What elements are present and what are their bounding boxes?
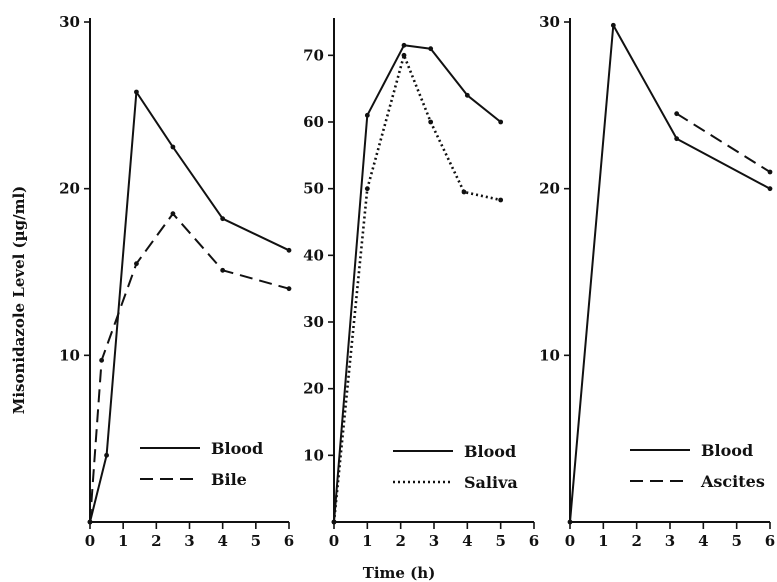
series-line-blood [569,24,771,523]
y-tick-label: 20 [59,180,80,198]
x-tick-label: 2 [395,532,405,550]
y-tick-label: 10 [303,446,324,464]
x-tick-label: 5 [731,532,741,550]
legend-label-blood: Blood [211,439,263,458]
legend-label-blood: Blood [464,442,516,461]
data-point-bile [220,267,226,273]
x-tick-label: 1 [598,532,608,550]
data-point-blood [104,452,109,458]
x-tick-label: 1 [118,532,128,550]
legend-label-ascites: Ascites [700,472,765,491]
data-point-bile [286,286,292,292]
data-point-blood [767,186,773,192]
data-point-blood [498,119,504,125]
data-point-blood [401,42,407,48]
series-line-blood [333,44,502,523]
y-tick-label: 20 [303,380,324,398]
data-point-blood [610,22,616,28]
data-point-saliva [428,119,434,125]
x-tick-label: 5 [251,532,261,550]
x-tick-label: 4 [698,532,708,550]
x-tick-label: 5 [495,532,505,550]
x-tick-label: 4 [462,532,472,550]
data-point-saliva [401,52,407,58]
x-tick-label: 6 [284,532,294,550]
x-tick-label: 6 [529,532,539,550]
y-tick-label: 10 [539,346,560,364]
legend-label-blood: Blood [701,441,753,460]
data-point-blood [134,89,139,95]
data-point-bile [99,357,105,363]
x-tick-label: 4 [217,532,227,550]
x-tick-label: 2 [151,532,161,550]
data-point-blood [286,247,292,253]
series-line-ascites [676,112,771,173]
panel-1: 0 1 2 3 4 5 6 10 20 30 Blood Bile [59,13,294,550]
y-tick-label: 30 [303,313,324,331]
data-point-ascites [767,169,773,175]
x-tick-label: 3 [184,532,194,550]
data-point-saliva [331,519,337,525]
data-point-bile [170,211,176,217]
y-tick-label: 10 [59,346,80,364]
panel-3: 0 1 2 3 4 5 6 10 20 30 Blood Ascites [539,13,775,550]
data-point-blood [170,144,176,150]
data-point-blood [674,136,680,142]
x-tick-label: 0 [85,532,95,550]
x-tick-label: 2 [631,532,641,550]
data-point-blood [567,519,573,525]
x-tick-label: 3 [429,532,439,550]
x-tick-label: 6 [765,532,775,550]
y-tick-label: 70 [303,46,324,64]
legend-label-bile: Bile [211,470,247,489]
y-tick-label: 60 [303,113,324,131]
data-point-bile [134,261,139,267]
data-point-ascites [674,111,680,117]
data-point-saliva [461,189,467,195]
panel-2: 0 1 2 3 4 5 6 10 20 30 40 50 60 70 Blood Saliva [303,18,539,550]
x-tick-label: 0 [565,532,575,550]
data-point-blood [464,92,470,98]
data-point-bile [87,519,93,525]
y-axis-title: Misonidazole Level (µg/ml) [10,186,28,415]
series-line-bile [89,212,290,523]
y-tick-label: 50 [303,180,324,198]
x-axis-title: Time (h) [363,564,436,582]
y-tick-label: 20 [539,180,560,198]
data-point-blood [220,216,226,222]
x-tick-label: 1 [362,532,372,550]
series-line-blood [89,91,290,523]
y-tick-label: 30 [59,13,80,31]
y-tick-label: 30 [539,13,560,31]
data-point-saliva [364,186,370,192]
data-point-blood [364,112,370,118]
legend-label-saliva: Saliva [464,473,518,492]
x-tick-label: 0 [329,532,339,550]
data-point-saliva [498,197,504,203]
y-tick-label: 40 [303,246,324,264]
x-tick-label: 3 [665,532,675,550]
data-point-blood [428,46,434,52]
